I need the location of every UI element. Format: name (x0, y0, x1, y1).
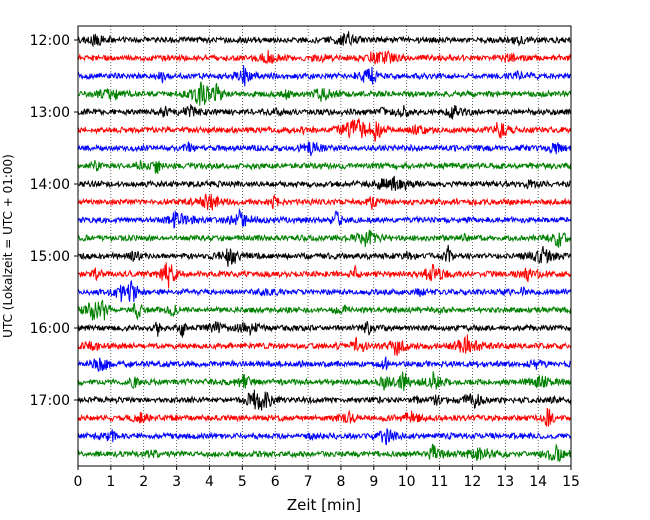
trace-line (77, 175, 571, 192)
x-tick-label: 5 (238, 474, 247, 490)
x-tick-label: 3 (172, 474, 181, 490)
x-tick-label: 6 (271, 474, 280, 490)
trace-line (77, 428, 572, 446)
x-tick-label: 4 (205, 474, 214, 490)
trace-line (77, 207, 572, 229)
x-tick-label: 2 (139, 474, 148, 490)
trace-line (77, 371, 572, 391)
y-tick-label: 13:00 (30, 105, 70, 121)
trace-line (77, 407, 572, 427)
trace-line (77, 320, 572, 338)
trace-line (78, 141, 572, 157)
x-tick-label: 9 (369, 474, 378, 490)
x-tick-label: 15 (562, 474, 580, 490)
y-tick-label: 15:00 (30, 249, 70, 265)
trace-line (77, 193, 572, 211)
x-tick-label: 7 (304, 474, 313, 490)
trace-line (77, 81, 572, 106)
x-axis-ticks: 0 1 2 3 4 5 6 7 8 9 10 11 12 13 14 15 (74, 466, 580, 490)
trace-line (77, 49, 572, 65)
trace-line (77, 31, 572, 48)
x-axis-label: Zeit [min] (287, 496, 361, 514)
x-tick-label: 1 (106, 474, 115, 490)
x-tick-label: 8 (336, 474, 345, 490)
traces (77, 31, 572, 463)
trace-line (77, 356, 572, 372)
plot-frame (77, 25, 572, 467)
x-tick-label: 0 (74, 474, 83, 490)
trace-line (77, 65, 571, 87)
plot-background (78, 26, 571, 466)
x-tick-label: 11 (431, 474, 449, 490)
trace-line (77, 389, 572, 411)
y-tick-label: 14:00 (30, 177, 70, 193)
x-tick-label: 12 (463, 474, 481, 490)
trace-line (77, 299, 572, 321)
y-axis-ticks: 12:00 13:00 14:00 15:00 16:00 17:00 (30, 33, 78, 409)
trace-line (77, 229, 572, 249)
trace-line (77, 103, 572, 120)
trace-line (77, 159, 572, 174)
trace-line (77, 280, 572, 303)
y-tick-label: 12:00 (30, 33, 70, 49)
trace-line (77, 244, 572, 267)
y-tick-label: 17:00 (30, 393, 70, 409)
trace-line (77, 118, 572, 142)
trace-line (77, 443, 572, 463)
y-axis-label: UTC (Lokalzeit = UTC + 01:00) (1, 154, 15, 338)
trace-line (77, 262, 572, 289)
x-tick-label: 13 (496, 474, 514, 490)
x-tick-label: 14 (529, 474, 547, 490)
grid-lines (110, 26, 539, 466)
y-tick-label: 16:00 (30, 321, 70, 337)
trace-line (77, 334, 572, 356)
x-tick-label: 10 (398, 474, 416, 490)
